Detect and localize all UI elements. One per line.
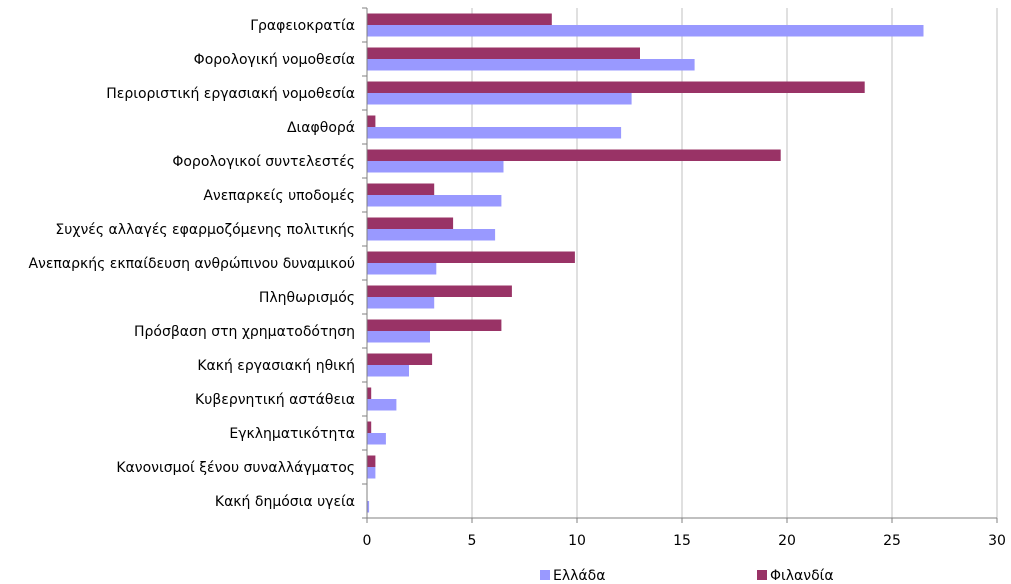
bar-finland [367,47,640,59]
legend-swatch-greece [540,570,550,580]
bar-greece [367,229,496,241]
bar-finland [367,149,781,161]
x-tick-label: 30 [988,533,1006,549]
bar-greece [367,127,622,139]
bar-greece [367,365,409,377]
bar-greece [367,331,430,343]
legend-label-finland: Φιλανδία [770,568,834,584]
bar-greece [367,195,502,207]
category-label: Εγκληματικότητα [229,426,355,442]
category-label: Ανεπαρκής εκπαίδευση ανθρώπινου δυναμικο… [28,256,355,272]
category-label: Φορολογικοί συντελεστές [172,154,355,170]
x-tick-label: 5 [468,533,477,549]
bar-finland [367,319,502,331]
legend: Ελλάδα Φιλανδία [540,568,834,584]
category-label: Ανεπαρκείς υποδομές [203,188,355,204]
x-tick-label: 15 [673,533,691,549]
bar-greece [367,59,695,71]
legend-swatch-finland [757,570,767,580]
bar-greece [367,161,504,173]
bars [367,13,924,513]
x-tick-label: 25 [883,533,901,549]
category-label: Πρόσβαση στη χρηματοδότηση [134,324,355,340]
category-label: Πληθωρισμός [259,290,355,306]
bar-finland [367,455,376,467]
bar-greece [367,263,437,275]
bar-finland [367,13,552,25]
bar-finland [367,183,435,195]
x-tick-label: 0 [363,533,372,549]
bar-finland [367,285,512,297]
bar-finland [367,251,575,263]
category-label: Διαφθορά [287,120,355,136]
category-label: Περιοριστική εργασιακή νομοθεσία [106,86,355,102]
category-labels: Γραφειοκρατία Φορολογική νομοθεσία Περιορι… [28,18,355,510]
bar-finland [367,217,454,229]
legend-label-greece: Ελλάδα [553,568,605,584]
bar-greece [367,297,435,309]
category-label: Κακή δημόσια υγεία [215,494,355,510]
tick-labels: 0 5 10 15 20 25 30 [363,533,1006,549]
bar-greece [367,399,397,411]
category-label: Κανονισμοί ξένου συναλλάγματος [116,460,355,476]
bar-greece [367,93,632,105]
category-label: Γραφειοκρατία [250,18,355,34]
bar-finland [367,421,372,433]
category-label: Κακή εργασιακή ηθική [197,358,355,374]
bar-greece [367,501,370,513]
bar-greece [367,25,924,37]
category-label: Συχνές αλλαγές εφαρμοζόμενης πολιτικής [55,222,355,238]
bar-finland [367,387,372,399]
bar-finland [367,115,376,127]
axes [362,7,998,523]
x-tick-label: 10 [568,533,586,549]
bar-finland [367,353,433,365]
bar-greece [367,433,386,445]
x-tick-label: 20 [778,533,796,549]
category-label: Κυβερνητική αστάθεια [195,392,355,408]
bar-finland [367,81,865,93]
category-label: Φορολογική νομοθεσία [194,52,355,68]
bar-greece [367,467,376,479]
